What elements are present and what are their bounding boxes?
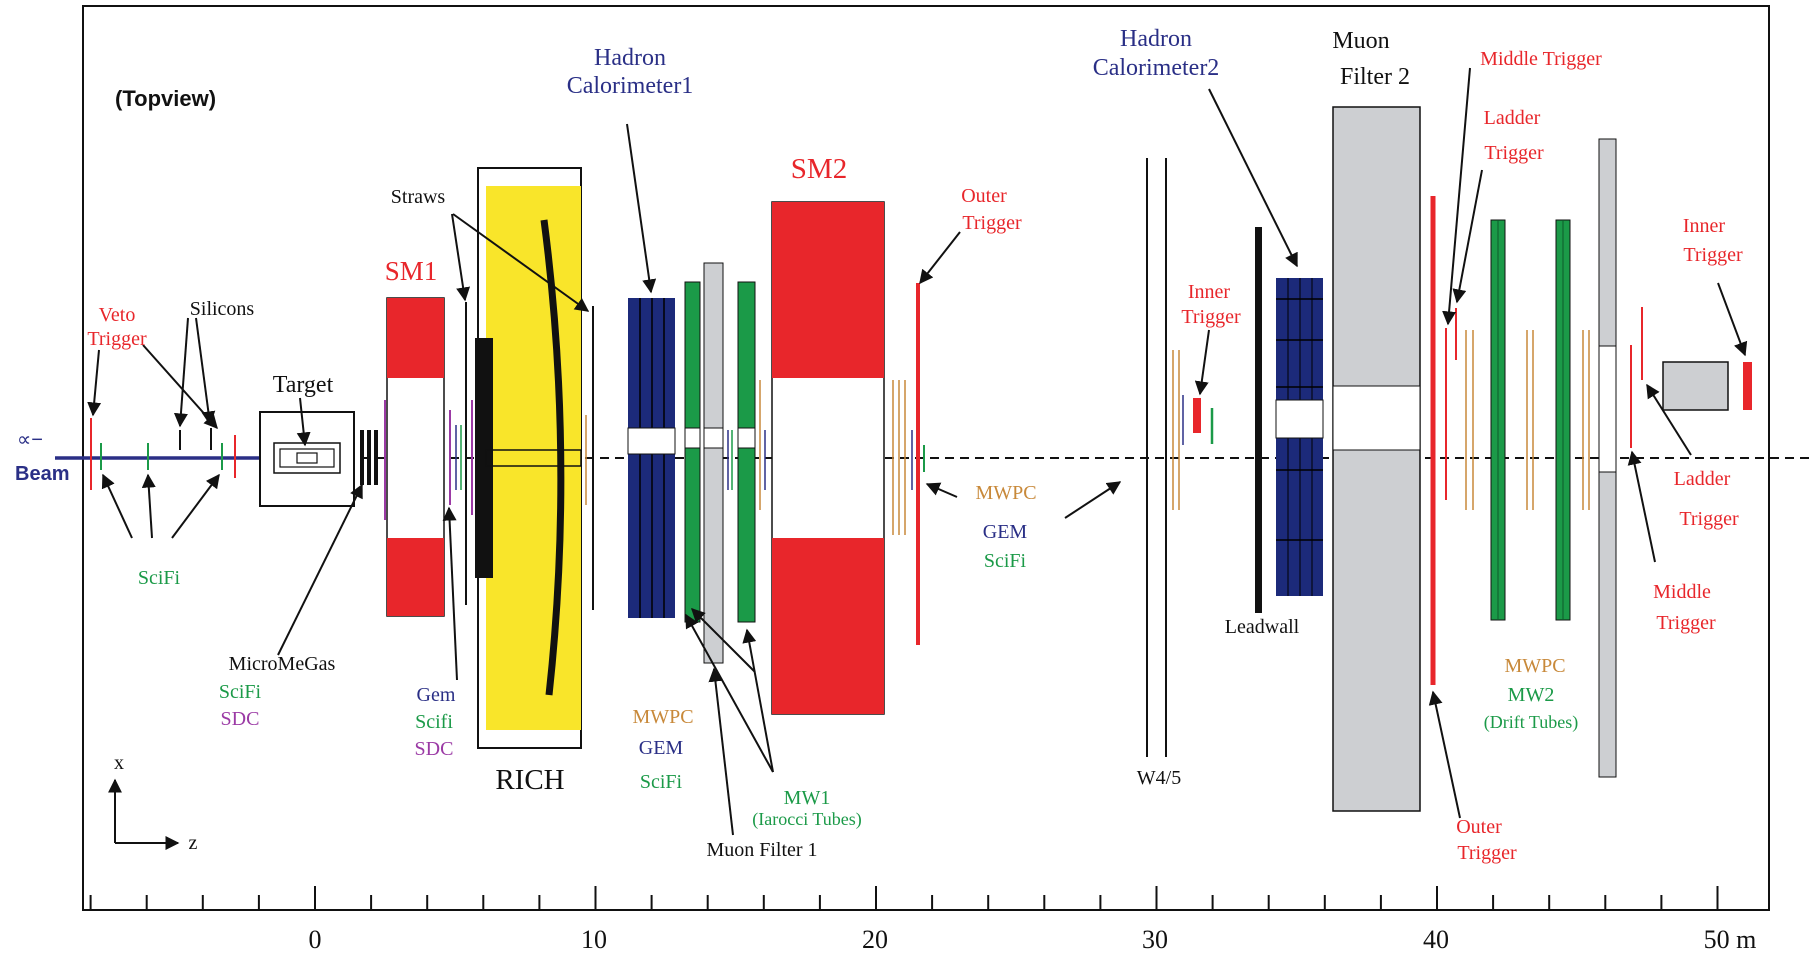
micromegas-plane — [374, 430, 378, 485]
sm2-magnet-lower — [772, 538, 884, 714]
sm1-magnet-upper — [387, 298, 444, 378]
gem-label: GEM — [983, 521, 1028, 543]
ladder-trigger-label: Ladder — [1484, 107, 1541, 129]
scale-tick-label: 10 — [581, 925, 607, 954]
scale-tick-label: 40 — [1423, 925, 1449, 954]
hcal1-label: Hadron — [594, 45, 666, 71]
micromegas-label: MicroMeGas — [229, 653, 336, 675]
hcal2-label: Calorimeter2 — [1093, 55, 1220, 81]
beam-symbol: ∝− — [17, 429, 43, 451]
outer-trigger-label: Outer — [1456, 816, 1502, 838]
scale-tick-label: 20 — [862, 925, 888, 954]
sdc-label: SDC — [221, 708, 260, 730]
mwpc-label: MWPC — [632, 706, 693, 728]
sm1-label: SM1 — [385, 256, 438, 286]
inner-trigger-label: Inner — [1188, 281, 1231, 303]
hcal2-label: Hadron — [1120, 26, 1192, 52]
middle-trigger-label: Middle — [1653, 581, 1711, 603]
target-label: Target — [273, 372, 334, 398]
ladder-trigger-label: Ladder — [1674, 468, 1731, 490]
ladder-trigger-label: Trigger — [1679, 508, 1739, 530]
mw1-label: MW1 — [784, 787, 831, 809]
hcal2-hole — [1275, 399, 1324, 439]
scifi-label: SciFi — [219, 681, 262, 703]
rich-radiator — [486, 186, 581, 730]
micromegas-plane — [360, 430, 364, 485]
outer-trigger-label: Outer — [961, 185, 1007, 207]
z-scale-axis — [83, 886, 1769, 911]
scale-tick-label: 0 — [309, 925, 322, 954]
inner-trigger-label: Trigger — [1181, 306, 1241, 328]
middle-trigger-label: Trigger — [1656, 612, 1716, 634]
muon-filter2-label: Muon — [1332, 28, 1389, 54]
absorber-block — [1662, 361, 1729, 411]
gem-label: Gem — [417, 684, 456, 706]
gem-label: GEM — [639, 737, 684, 759]
scale-tick-label: 50 m — [1704, 925, 1757, 954]
target-cell — [273, 442, 341, 474]
hcal1-label: Calorimeter1 — [567, 73, 694, 99]
sm2-magnet-upper — [772, 202, 884, 378]
hcal1-hole — [627, 427, 676, 455]
scifi-label: SciFi — [984, 550, 1027, 572]
leadwall — [1255, 227, 1262, 613]
mw1-sub-label: (Iarocci Tubes) — [752, 809, 861, 830]
scifi-label: Scifi — [415, 711, 453, 733]
rich-label: RICH — [495, 764, 564, 796]
sm2-label: SM2 — [791, 153, 847, 185]
mwpc-label: MWPC — [1504, 655, 1565, 677]
inner-trigger-plane — [1743, 362, 1752, 410]
beam-label: Beam — [15, 463, 69, 485]
rich-beam-pipe — [485, 449, 582, 467]
sm1-magnet-lower — [387, 538, 444, 616]
mw1-plane — [684, 281, 701, 623]
inner-trigger-label: Trigger — [1683, 244, 1743, 266]
coordinate-axes — [108, 778, 180, 850]
ladder-trigger-label: Trigger — [1484, 142, 1544, 164]
silicons-label: Silicons — [190, 298, 255, 320]
middle-trigger-label: Middle Trigger — [1480, 48, 1602, 70]
veto-trigger-label: Trigger — [87, 328, 147, 350]
muon-filter1-label: Muon Filter 1 — [706, 839, 817, 861]
micromegas-plane — [367, 430, 371, 485]
annotation-arrows — [87, 67, 1748, 836]
x-axis-label: x — [114, 752, 124, 774]
z-axis-label: z — [189, 832, 198, 854]
view-label: (Topview) — [115, 86, 216, 111]
muon-filter2 — [1332, 106, 1421, 812]
mw2-sub-label: (Drift Tubes) — [1484, 712, 1579, 733]
scale-tick-label: 30 — [1142, 925, 1168, 954]
target-core — [296, 452, 318, 464]
inner-trigger-label: Inner — [1683, 215, 1726, 237]
w45-label: W4/5 — [1137, 767, 1181, 789]
scifi-label: SciFi — [138, 567, 181, 589]
sdc-label: SDC — [415, 738, 454, 760]
straws-label: Straws — [391, 186, 446, 208]
rich-photon-detector — [475, 338, 493, 578]
scifi-label: SciFi — [640, 771, 683, 793]
leadwall-label: Leadwall — [1225, 616, 1300, 638]
outer-trigger-label: Trigger — [1457, 842, 1517, 864]
muon-filter1 — [703, 262, 724, 664]
veto-trigger-label: Veto — [99, 304, 136, 326]
mw1-plane — [737, 281, 756, 623]
target-inner — [279, 448, 335, 468]
muon-filter2-label: Filter 2 — [1340, 64, 1410, 90]
mwpc-label: MWPC — [975, 482, 1036, 504]
mw2-label: MW2 — [1508, 684, 1555, 706]
outer-trigger-label: Trigger — [962, 212, 1022, 234]
inner-trigger-plane — [1193, 398, 1201, 433]
